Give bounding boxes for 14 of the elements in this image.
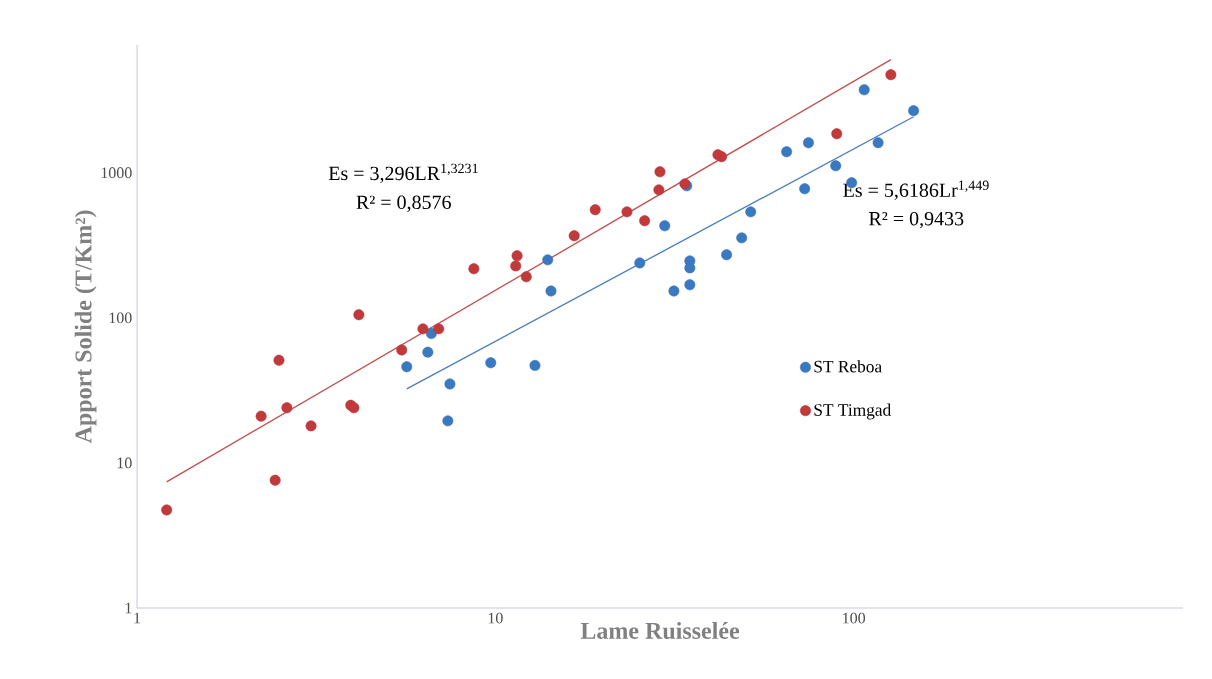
- y-tick-label: 1: [125, 602, 132, 614]
- y-axis-title: Apport Solide (T/Km²): [74, 210, 97, 444]
- x-tick-label: 10: [488, 612, 503, 624]
- annotation: R² = 0,8576: [356, 195, 451, 212]
- y-tick-label: 1000: [101, 167, 132, 179]
- y-tick-label: 10: [117, 457, 132, 469]
- legend-label: ST Timgad: [814, 403, 891, 420]
- y-tick-label: 100: [109, 312, 132, 324]
- x-axis-title: Lame Ruisselée: [580, 621, 740, 639]
- legend-label: ST Reboa: [814, 360, 882, 373]
- annotation: R² = 0,9433: [869, 211, 964, 229]
- x-tick-label: 100: [843, 612, 866, 624]
- x-tick-label: 1: [134, 612, 141, 624]
- annotation: Es = 3,296LR$^{1,3231}$: [328, 163, 478, 184]
